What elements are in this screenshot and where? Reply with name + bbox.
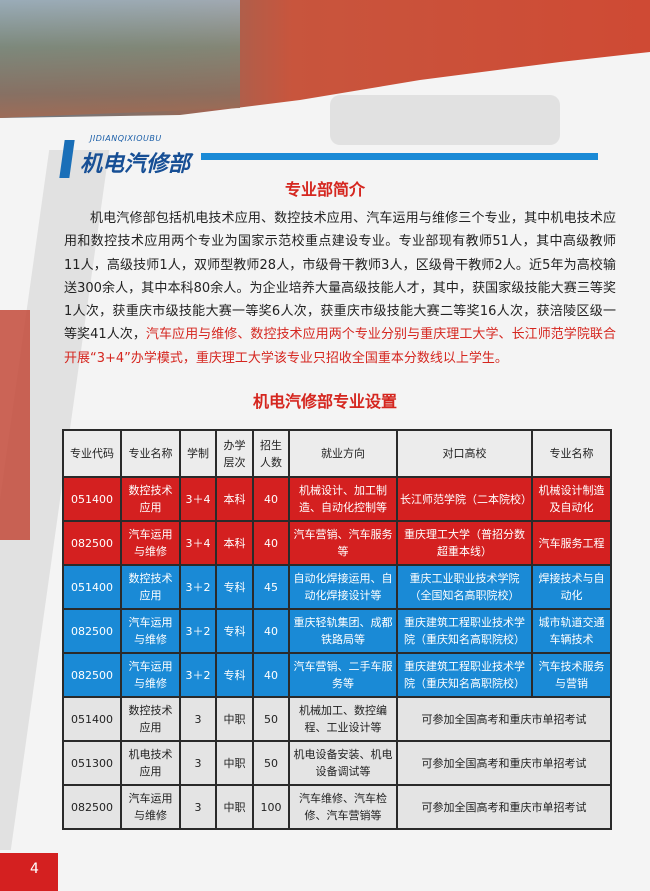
table-cell: 可参加全国高考和重庆市单招考试 (396, 740, 612, 786)
table-cell: 082500 (62, 608, 122, 654)
table-cell: 专科 (215, 564, 254, 610)
table-row: 082500 汽车运用与维修 3＋2 专科 40 汽车营销、二手车服务等 重庆建筑工程职业技… (62, 652, 612, 698)
table-cell: 3＋2 (179, 564, 217, 610)
page-number: 4 (0, 853, 58, 891)
table-cell: 3＋4 (179, 520, 217, 566)
table-cell: 机械设计、加工制造、自动化控制等 (288, 476, 398, 522)
table-cell: 40 (252, 652, 290, 698)
table-row: 051400 数控技术应用 3 中职 50 机械加工、数控编程、工业设计等 可参加全国高考和… (62, 696, 612, 742)
table-row: 051300 机电技术应用 3 中职 50 机电设备安装、机电设备调试等 可参加全国高考和重… (62, 740, 612, 786)
table-cell: 082500 (62, 652, 122, 698)
table-cell: 汽车运用与维修 (120, 520, 181, 566)
table-cell: 051300 (62, 740, 122, 786)
table-row: 082500 汽车运用与维修 3＋4 本科 40 汽车营销、汽车服务等 重庆理工大学（普招分… (62, 520, 612, 566)
table-cell: 50 (252, 696, 290, 742)
table-header-row: 专业代码 专业名称 学制 办学层次 招生人数 就业方向 对口高校 专业名称 (62, 429, 612, 478)
table-cell: 汽车运用与维修 (120, 784, 181, 830)
table-row: 082500 汽车运用与维修 3＋2 专科 40 重庆轻轨集团、成都铁路局等 重庆建筑工程职… (62, 608, 612, 654)
table-cell: 机械设计制造及自动化 (531, 476, 612, 522)
intro-text: 机电汽修部包括机电技术应用、数控技术应用、汽车运用与维修三个专业，其中机电技术应… (64, 211, 616, 343)
column-header: 对口高校 (396, 429, 533, 478)
column-header: 专业名称 (120, 429, 181, 478)
table-cell: 汽车维修、汽车检修、汽车营销等 (288, 784, 398, 830)
table-cell: 专科 (215, 608, 254, 654)
table-cell: 城市轨道交通车辆技术 (531, 608, 612, 654)
table-cell: 3 (179, 784, 217, 830)
table-cell: 数控技术应用 (120, 696, 181, 742)
table-cell: 40 (252, 520, 290, 566)
table-row: 051400 数控技术应用 3＋2 专科 45 自动化焊接运用、自动化焊接设计等 重庆工业职… (62, 564, 612, 610)
table-cell: 自动化焊接运用、自动化焊接设计等 (288, 564, 398, 610)
table-cell: 中职 (215, 784, 254, 830)
table-cell: 40 (252, 608, 290, 654)
table-row: 051400 数控技术应用 3＋4 本科 40 机械设计、加工制造、自动化控制等 长江师范学… (62, 476, 612, 522)
table-cell: 机械加工、数控编程、工业设计等 (288, 696, 398, 742)
table-cell: 重庆建筑工程职业技术学院（重庆知名高职院校） (396, 652, 533, 698)
table-cell: 3＋2 (179, 608, 217, 654)
table-cell: 汽车技术服务与营销 (531, 652, 612, 698)
intro-title: 专业部简介 (284, 180, 365, 199)
table-cell: 汽车服务工程 (531, 520, 612, 566)
major-table: 专业代码 专业名称 学制 办学层次 招生人数 就业方向 对口高校 专业名称 051400 数控技术… (62, 429, 612, 830)
campus-photo (0, 0, 240, 118)
table-cell: 3＋2 (179, 652, 217, 698)
table-cell: 3＋4 (179, 476, 217, 522)
table-cell: 可参加全国高考和重庆市单招考试 (396, 784, 612, 830)
table-cell: 长江师范学院（二本院校） (396, 476, 533, 522)
table-cell: 100 (252, 784, 290, 830)
table-cell: 3 (179, 740, 217, 786)
table-cell: 重庆建筑工程职业技术学院（重庆知名高职院校） (396, 608, 533, 654)
table-cell: 机电设备安装、机电设备调试等 (288, 740, 398, 786)
table-cell: 50 (252, 740, 290, 786)
table-cell: 焊接技术与自动化 (531, 564, 612, 610)
logo-pinyin: JIDIANQIXIOUBU (90, 134, 162, 143)
table-cell: 汽车运用与维修 (120, 652, 181, 698)
table-cell: 汽车营销、汽车服务等 (288, 520, 398, 566)
table-cell: 中职 (215, 740, 254, 786)
logo-title: 机电汽修部 (80, 152, 191, 177)
table-row: 082500 汽车运用与维修 3 中职 100 汽车维修、汽车检修、汽车营销等 可参加全国高… (62, 784, 612, 830)
table-cell: 3 (179, 696, 217, 742)
table-cell: 082500 (62, 784, 122, 830)
table-cell: 数控技术应用 (120, 564, 181, 610)
table-cell: 汽车运用与维修 (120, 608, 181, 654)
table-cell: 45 (252, 564, 290, 610)
table-cell: 中职 (215, 696, 254, 742)
table-title: 机电汽修部专业设置 (252, 392, 397, 411)
department-logo: JIDIANQIXIOUBU 机电汽修部 (59, 134, 191, 178)
table-cell: 40 (252, 476, 290, 522)
decorative-red-seal (0, 310, 30, 540)
header-divider (201, 153, 598, 160)
column-header: 就业方向 (288, 429, 398, 478)
table-cell: 汽车营销、二手车服务等 (288, 652, 398, 698)
decorative-brush-stroke (330, 95, 560, 145)
logo-bar-icon (59, 140, 75, 178)
column-header: 办学层次 (215, 429, 254, 478)
table-cell: 重庆轻轨集团、成都铁路局等 (288, 608, 398, 654)
table-cell: 本科 (215, 476, 254, 522)
intro-highlight: 汽车应用与维修、数控技术应用两个专业分别与重庆理工大学、长江师范学院联合开展“3… (64, 327, 616, 366)
table-cell: 051400 (62, 564, 122, 610)
table-cell: 082500 (62, 520, 122, 566)
column-header: 专业名称 (531, 429, 612, 478)
column-header: 学制 (179, 429, 217, 478)
table-cell: 重庆工业职业技术学院（全国知名高职院校） (396, 564, 533, 610)
table-cell: 可参加全国高考和重庆市单招考试 (396, 696, 612, 742)
intro-paragraph: 机电汽修部包括机电技术应用、数控技术应用、汽车运用与维修三个专业，其中机电技术应… (64, 207, 616, 370)
table-cell: 机电技术应用 (120, 740, 181, 786)
table-cell: 本科 (215, 520, 254, 566)
table-cell: 051400 (62, 476, 122, 522)
column-header: 专业代码 (62, 429, 122, 478)
table-cell: 专科 (215, 652, 254, 698)
table-cell: 051400 (62, 696, 122, 742)
table-cell: 重庆理工大学（普招分数超重本线） (396, 520, 533, 566)
table-cell: 数控技术应用 (120, 476, 181, 522)
column-header: 招生人数 (252, 429, 290, 478)
